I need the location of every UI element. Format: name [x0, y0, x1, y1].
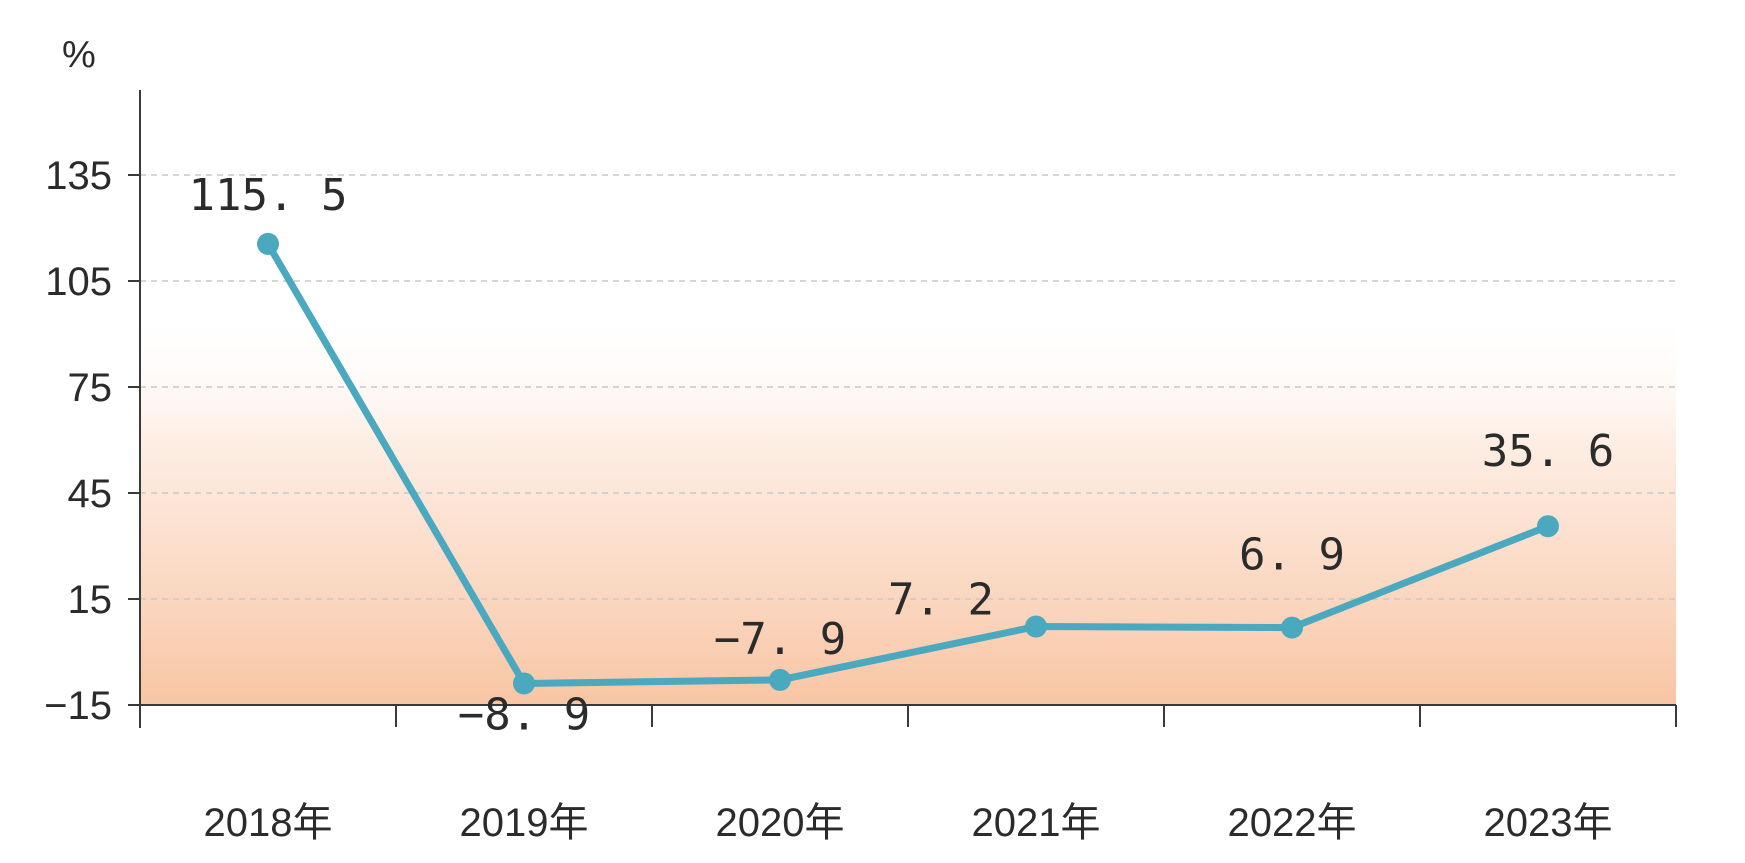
data-point	[1281, 616, 1303, 639]
data-label: −7. 9	[714, 614, 846, 665]
data-point	[513, 672, 535, 695]
x-tick-label: 2023年	[1484, 801, 1613, 845]
x-tick-label: 2019年	[460, 801, 589, 845]
data-point	[1025, 615, 1047, 638]
data-label: 6. 9	[1239, 530, 1345, 581]
y-tick-label: 45	[68, 472, 113, 516]
data-label: −8. 9	[458, 689, 590, 740]
y-tick-label: −15	[44, 684, 112, 728]
data-label: 35. 6	[1482, 426, 1614, 477]
data-label: 7. 2	[888, 575, 994, 626]
x-tick-labels: 2018年 2019年 2020年 2021年 2022年 2023年	[204, 801, 1613, 845]
y-tick-label: 135	[45, 154, 112, 198]
plot-background-gradient	[140, 305, 1676, 705]
x-tick-label: 2018年	[204, 801, 333, 845]
y-axis-unit-label: %	[62, 34, 96, 76]
y-tick-labels: 135 105 75 45 15 −15	[44, 154, 112, 728]
y-tick-label: 75	[68, 366, 113, 410]
series-line-path	[264, 240, 1552, 687]
x-tick-label: 2020年	[716, 801, 845, 845]
gridlines	[140, 174, 1676, 600]
x-tick-label: 2021年	[972, 801, 1101, 845]
data-points	[257, 232, 1559, 695]
x-tick-label: 2022年	[1228, 801, 1357, 845]
data-label: 115. 5	[189, 170, 348, 221]
data-point	[257, 232, 279, 255]
axes	[128, 90, 1677, 728]
data-point	[1537, 515, 1559, 538]
y-tick-label: 105	[45, 260, 112, 304]
y-tick-label: 15	[68, 578, 113, 622]
series-line	[264, 240, 1552, 687]
data-point	[769, 668, 791, 691]
data-labels: 115. 5 −8. 9 −7. 9 7. 2 6. 9 35. 6	[189, 170, 1615, 741]
